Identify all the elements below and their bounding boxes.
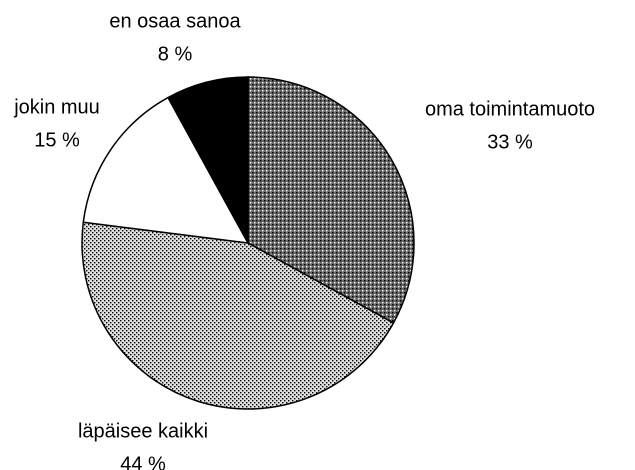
pie-slice — [167, 76, 249, 244]
pie-slice — [247, 76, 415, 324]
slice-label: läpäisee kaikki — [78, 420, 208, 442]
slice-label: oma toimintamuoto — [425, 98, 595, 120]
pie-slice — [81, 221, 395, 410]
slice-label: en osaa sanoa — [109, 10, 241, 32]
slice-value-label: 44 % — [120, 453, 166, 470]
pie-slice — [82, 96, 250, 244]
slice-value-label: 8 % — [158, 43, 193, 65]
slice-label: jokin muu — [13, 96, 100, 118]
slice-value-label: 15 % — [34, 129, 80, 151]
slice-value-label: 33 % — [487, 131, 533, 153]
